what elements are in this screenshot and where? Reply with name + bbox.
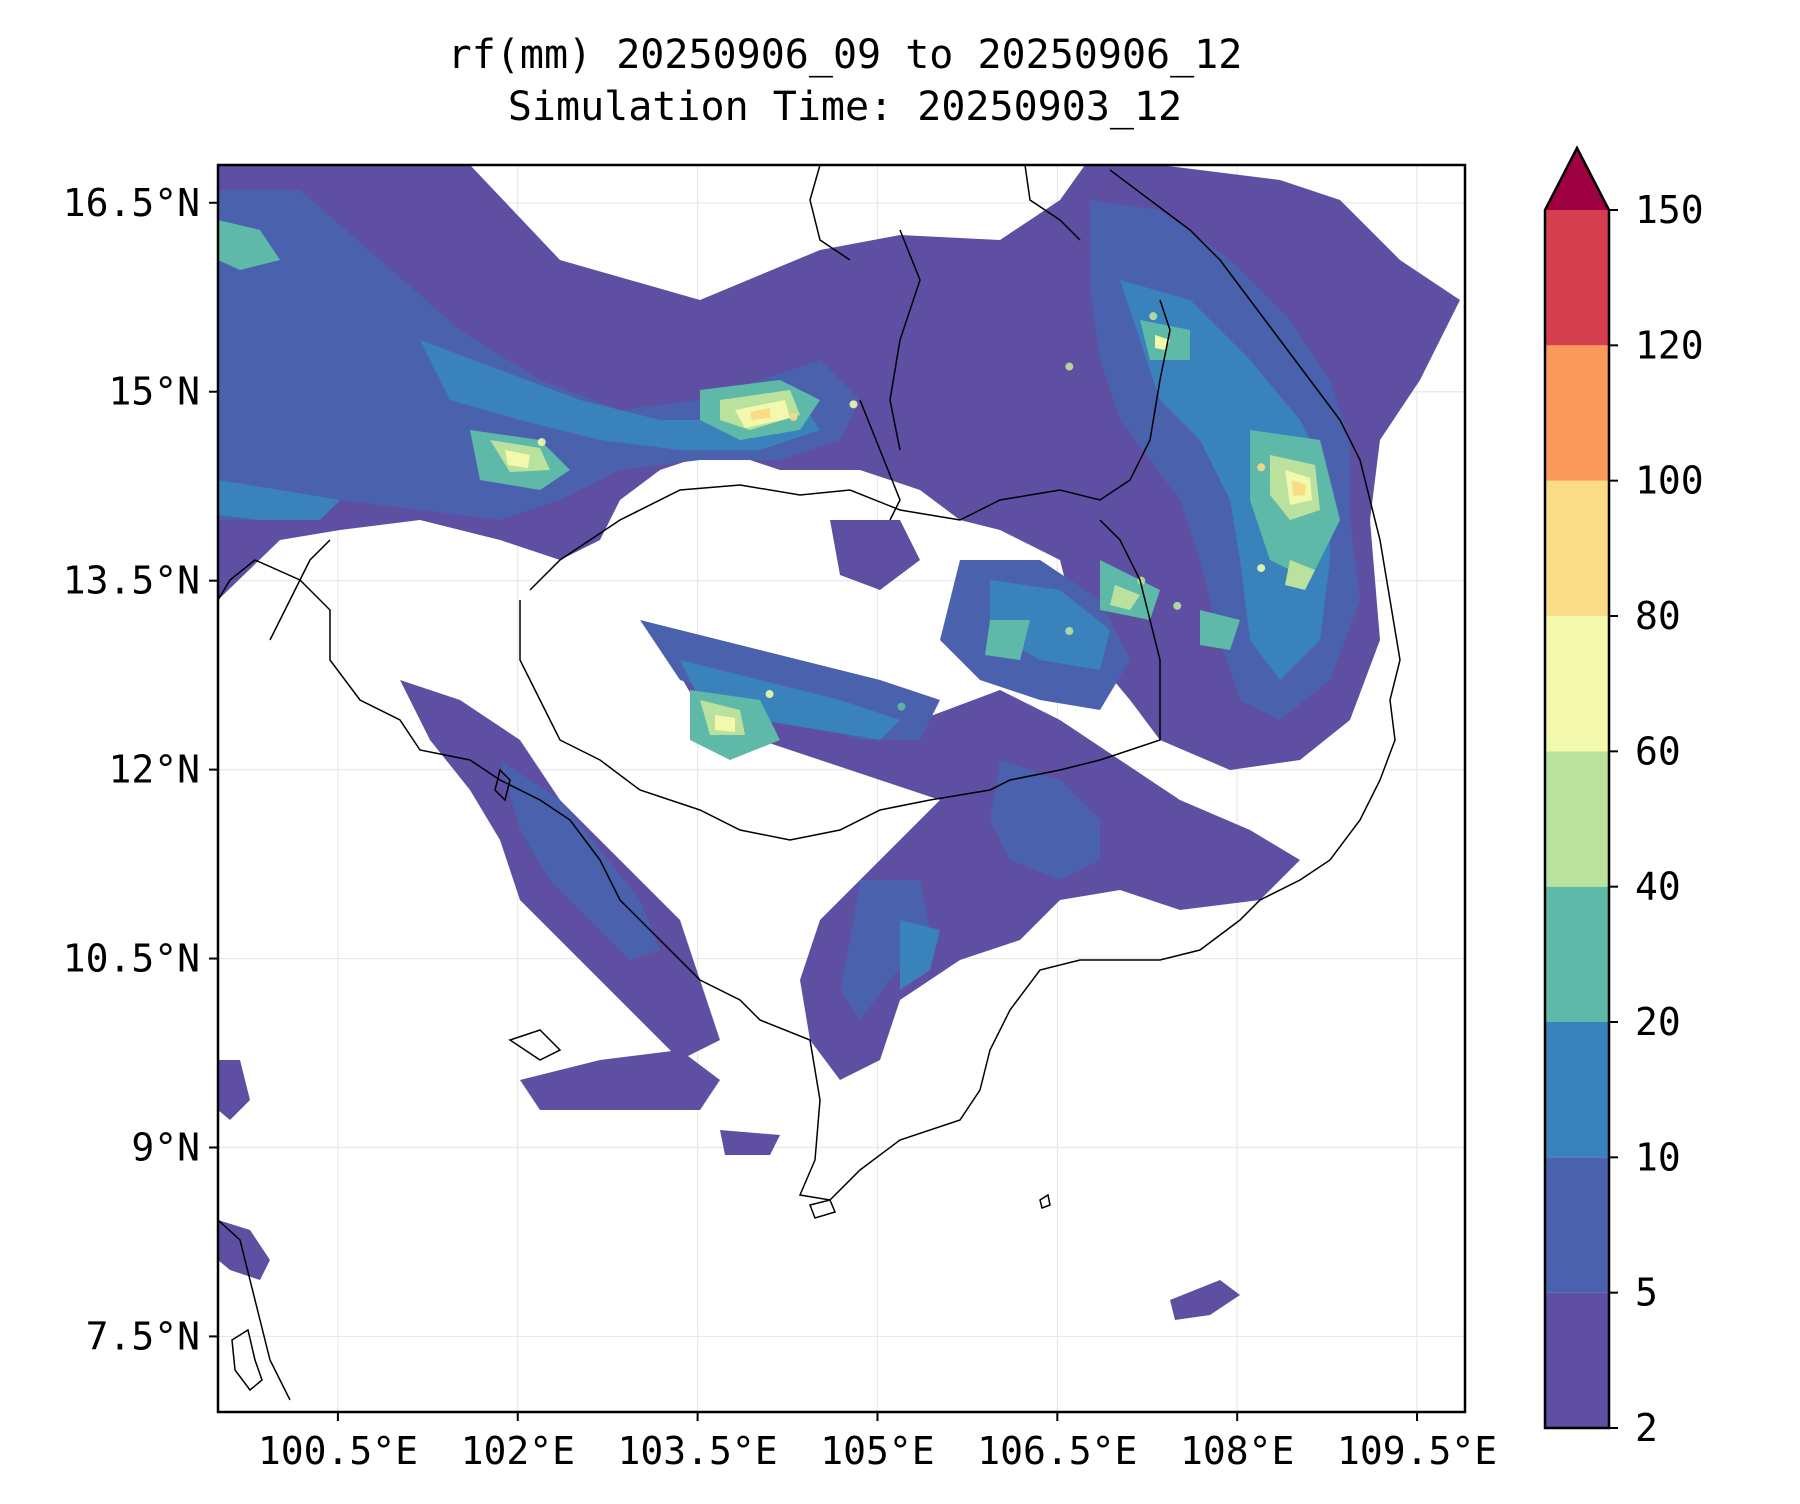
colorbar-segment xyxy=(1545,480,1609,616)
colorbar-segment xyxy=(1545,345,1609,481)
x-axis-ticks: 100.5°E 102°E 103.5°E 105°E 106.5°E 108°E 109.… xyxy=(258,1412,1497,1473)
colorbar-segment xyxy=(1545,886,1609,1022)
precip-band-80-100 xyxy=(750,408,1306,496)
colorbar-tick-label: 150 xyxy=(1635,188,1704,232)
title-line-2: Simulation Time: 20250903_12 xyxy=(508,84,1182,130)
x-tick-label: 109.5°E xyxy=(1337,1429,1497,1473)
precip-peak-cell xyxy=(765,690,774,699)
colorbar-tick-label: 5 xyxy=(1635,1271,1658,1315)
x-tick-label: 102°E xyxy=(461,1429,575,1473)
colorbar-tick-label: 100 xyxy=(1635,459,1704,503)
precip-peak-cell xyxy=(849,400,858,409)
precip-peak-cell xyxy=(1173,601,1182,610)
precip-peak-cell xyxy=(1257,564,1266,573)
colorbar-segment xyxy=(1545,1157,1609,1293)
precip-peak-cell xyxy=(537,438,546,447)
colorbar-tick-label: 120 xyxy=(1635,323,1704,367)
precip-peak-cell xyxy=(897,702,906,711)
colorbar-segment xyxy=(1545,751,1609,887)
precip-peak-cell xyxy=(1065,627,1074,636)
x-tick-label: 108°E xyxy=(1180,1429,1294,1473)
y-tick-label: 12°N xyxy=(108,748,200,792)
colorbar-tick-label: 20 xyxy=(1635,1000,1681,1044)
colorbar: 2 5 10 20 40 60 80 100 120 150 xyxy=(1543,145,1704,1450)
precip-peak-cell xyxy=(1257,463,1266,472)
colorbar-tick-label: 80 xyxy=(1635,594,1681,638)
colorbar-segment xyxy=(1545,616,1609,752)
y-tick-label: 15°N xyxy=(108,370,200,414)
map-frame xyxy=(216,163,1467,1414)
x-tick-label: 106.5°E xyxy=(977,1429,1137,1473)
colorbar-extend-arrow xyxy=(1545,148,1609,210)
x-tick-label: 105°E xyxy=(820,1429,934,1473)
y-tick-label: 9°N xyxy=(131,1125,200,1169)
precip-peak-cell xyxy=(1065,362,1074,371)
x-tick-label: 100.5°E xyxy=(258,1429,418,1473)
colorbar-tick-label: 10 xyxy=(1635,1135,1681,1179)
colorbar-segment xyxy=(1545,1022,1609,1158)
coastline-and-borders xyxy=(218,165,1401,1401)
y-tick-label: 13.5°N xyxy=(63,559,200,603)
title-line-1: rf(mm) 20250906_09 to 20250906_12 xyxy=(448,32,1243,78)
colorbar-tick-label: 60 xyxy=(1635,729,1681,773)
x-tick-label: 103.5°E xyxy=(618,1429,778,1473)
colorbar-segment xyxy=(1545,210,1609,346)
colorbar-outline xyxy=(1543,145,1611,1430)
colorbar-segment xyxy=(1545,1292,1609,1428)
y-tick-label: 16.5°N xyxy=(63,181,200,225)
colorbar-tick-label: 2 xyxy=(1635,1406,1658,1450)
precip-peak-cell xyxy=(1149,312,1158,321)
y-axis-ticks: 16.5°N 15°N 13.5°N 12°N 10.5°N 9°N 7.5°N xyxy=(63,181,218,1358)
precip-peak-cell xyxy=(789,412,798,421)
y-tick-label: 10.5°N xyxy=(63,937,200,981)
y-tick-label: 7.5°N xyxy=(86,1314,200,1358)
colorbar-tick-label: 40 xyxy=(1635,865,1681,909)
